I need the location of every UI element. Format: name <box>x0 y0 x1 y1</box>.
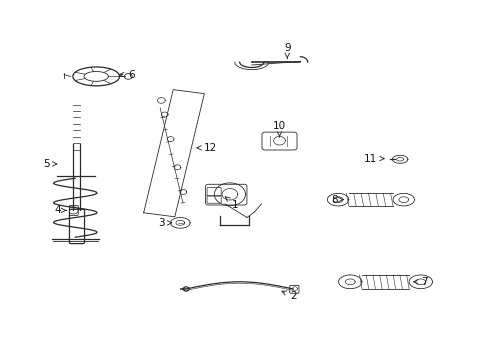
Text: 3: 3 <box>158 218 171 228</box>
Text: 6: 6 <box>119 69 135 80</box>
Text: 2: 2 <box>282 291 296 301</box>
Text: 7: 7 <box>413 277 427 287</box>
Text: 10: 10 <box>272 121 285 137</box>
Text: 5: 5 <box>43 159 57 169</box>
Text: 4: 4 <box>54 205 66 215</box>
Text: 9: 9 <box>284 43 290 58</box>
Text: 8: 8 <box>330 195 343 204</box>
Text: 1: 1 <box>225 197 238 210</box>
Text: 12: 12 <box>197 143 217 153</box>
Text: 11: 11 <box>364 154 384 163</box>
